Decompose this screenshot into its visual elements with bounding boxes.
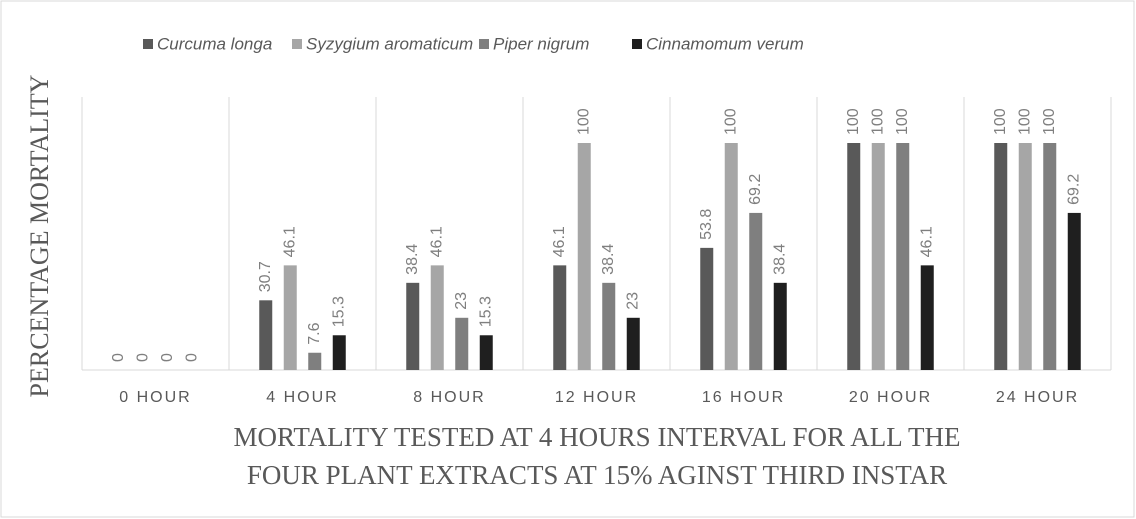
data-label: 100 <box>1041 108 1058 135</box>
data-label: 100 <box>869 108 886 135</box>
bar <box>724 143 738 370</box>
bar <box>994 143 1008 370</box>
bar <box>920 265 934 370</box>
bar <box>553 265 567 370</box>
data-label: 69.2 <box>747 174 764 205</box>
bar <box>1043 143 1057 370</box>
data-label: 46.1 <box>281 226 298 257</box>
x-tick-label: 12 HOUR <box>555 389 638 406</box>
data-label: 100 <box>575 108 592 135</box>
data-label: 15.3 <box>477 296 494 327</box>
bar <box>332 335 346 370</box>
data-label: 38.4 <box>771 244 788 275</box>
x-axis-title: MORTALITY TESTED AT 4 HOURS INTERVAL FOR… <box>233 422 960 452</box>
legend-label: Piper nigrum <box>493 34 589 53</box>
data-label: 46.1 <box>428 226 445 257</box>
bar <box>259 300 273 370</box>
data-label: 100 <box>992 108 1009 135</box>
bar <box>455 317 469 370</box>
bar <box>479 335 493 370</box>
legend-label: Curcuma longa <box>157 34 272 53</box>
x-tick-label: 20 HOUR <box>849 389 932 406</box>
legend-swatch <box>143 39 153 49</box>
data-label: 100 <box>722 108 739 135</box>
data-label: 15.3 <box>330 296 347 327</box>
data-label: 38.4 <box>600 244 617 275</box>
data-label: 23 <box>453 292 470 310</box>
x-tick-label: 0 HOUR <box>119 389 191 406</box>
legend-label: Cinnamomum verum <box>646 34 804 53</box>
bar <box>749 212 763 370</box>
data-label: 7.6 <box>306 322 323 344</box>
data-label: 0 <box>110 353 127 362</box>
bar <box>626 317 640 370</box>
x-tick-label: 16 HOUR <box>702 389 785 406</box>
x-axis-title: FOUR PLANT EXTRACTS AT 15% AGINST THIRD … <box>247 460 947 490</box>
bar <box>577 143 591 370</box>
legend-swatch <box>292 39 302 49</box>
y-axis-title: PERCENTAGE MORTALITY <box>25 74 54 397</box>
bar <box>283 265 297 370</box>
legend-label: Syzygium aromaticum <box>306 34 473 53</box>
data-label: 30.7 <box>257 261 274 292</box>
bar <box>308 352 322 370</box>
data-label: 0 <box>159 353 176 362</box>
data-label: 100 <box>1016 108 1033 135</box>
data-label: 53.8 <box>698 209 715 240</box>
bar <box>430 265 444 370</box>
bar <box>871 143 885 370</box>
bar <box>1067 212 1081 370</box>
data-label: 23 <box>624 292 641 310</box>
x-tick-label: 24 HOUR <box>996 389 1079 406</box>
x-tick-label: 8 HOUR <box>413 389 485 406</box>
bar <box>700 247 714 370</box>
legend-swatch <box>479 39 489 49</box>
data-label: 0 <box>134 353 151 362</box>
data-label: 0 <box>183 353 200 362</box>
bar <box>847 143 861 370</box>
legend-swatch <box>632 39 642 49</box>
data-label: 69.2 <box>1065 174 1082 205</box>
data-label: 46.1 <box>918 226 935 257</box>
bar <box>773 282 787 370</box>
bar <box>602 282 616 370</box>
bar <box>406 282 420 370</box>
data-label: 38.4 <box>404 244 421 275</box>
data-label: 100 <box>894 108 911 135</box>
data-label: 100 <box>845 108 862 135</box>
bar <box>896 143 910 370</box>
data-label: 46.1 <box>551 226 568 257</box>
x-tick-label: 4 HOUR <box>266 389 338 406</box>
bar <box>1018 143 1032 370</box>
